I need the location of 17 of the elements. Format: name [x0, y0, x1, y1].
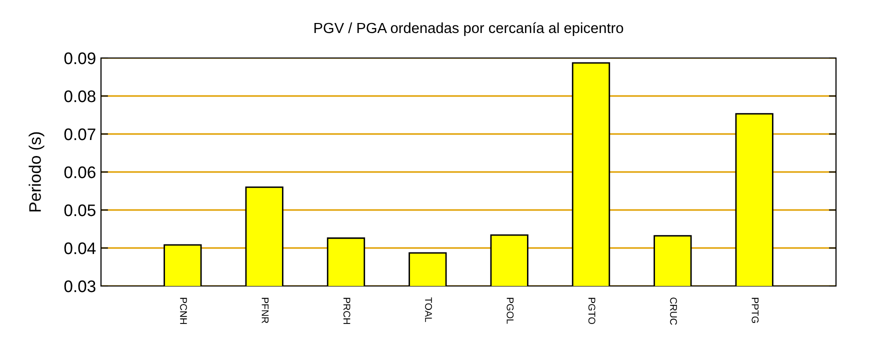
- x-tick-label: CRUC: [670, 298, 677, 325]
- y-axis-title: Periodo (s): [28, 132, 44, 212]
- y-tick-label: 0.04: [64, 242, 96, 254]
- y-tick-label: 0.09: [64, 52, 96, 64]
- y-tick-label: 0.05: [64, 204, 96, 216]
- chart-title: PGV / PGA ordenadas por cercanía al epicentro: [314, 22, 624, 36]
- x-tick-label: PGTO: [588, 298, 596, 324]
- y-tick-label: 0.07: [64, 128, 96, 140]
- y-tick-label: 0.08: [64, 90, 96, 102]
- x-tick-label: PCNH: [180, 298, 187, 324]
- x-tick-label: PGOL: [506, 298, 514, 324]
- x-tick-label: TOAL: [425, 297, 432, 322]
- x-tick-label: PPTG: [752, 298, 759, 323]
- x-tick-label: PFNR: [262, 298, 269, 324]
- y-tick-label: 0.03: [64, 280, 96, 292]
- y-tick-label: 0.06: [64, 166, 96, 178]
- x-tick-label: PRCH: [343, 298, 350, 324]
